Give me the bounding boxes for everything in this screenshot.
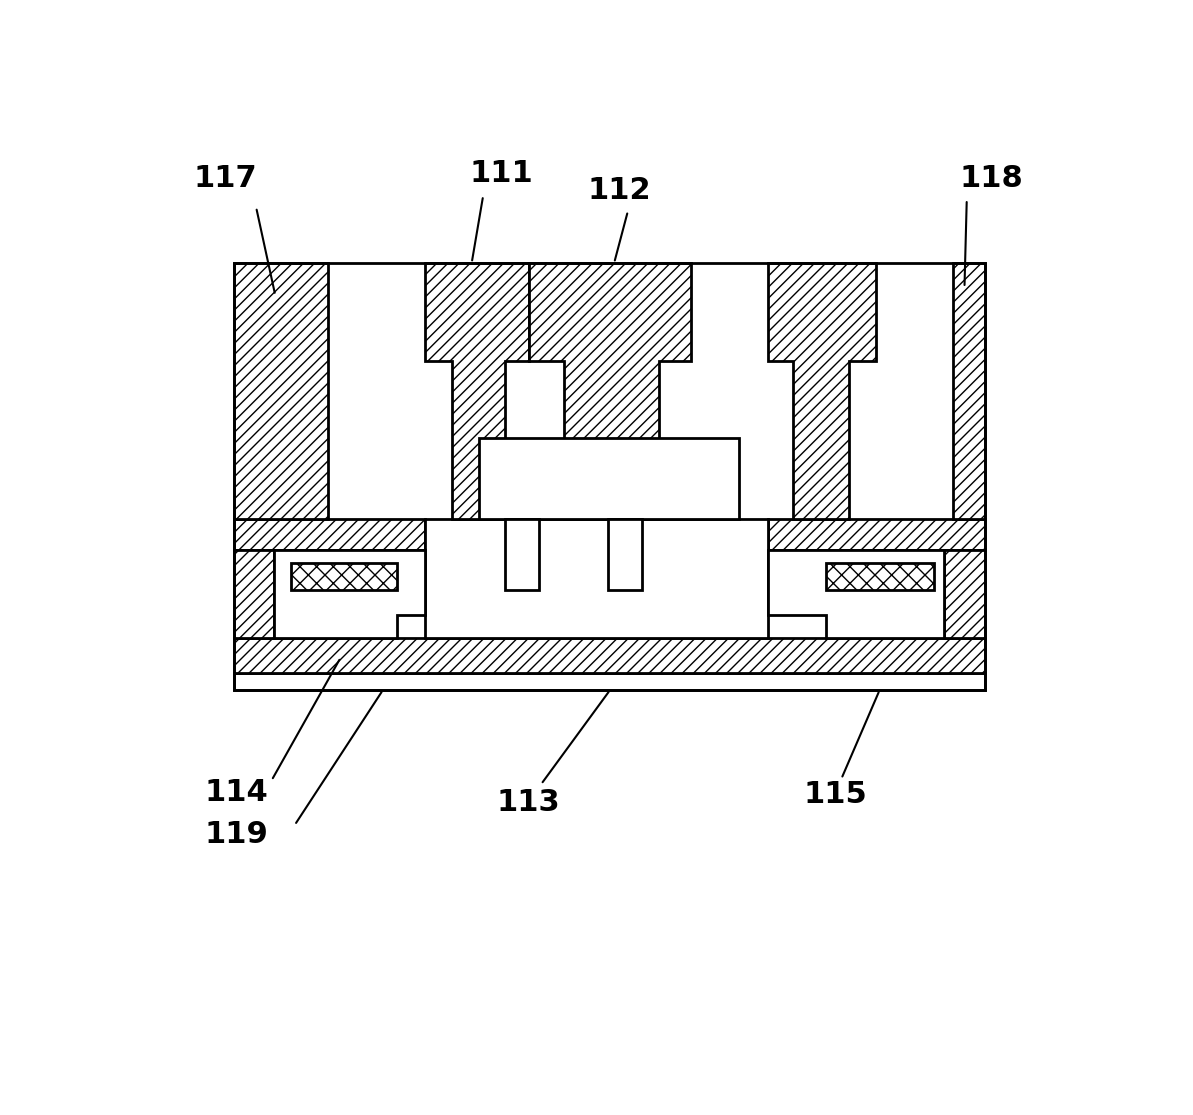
Text: 111: 111 xyxy=(469,159,533,188)
Polygon shape xyxy=(235,263,985,518)
Polygon shape xyxy=(608,518,642,591)
Polygon shape xyxy=(235,638,985,672)
Polygon shape xyxy=(768,550,944,638)
Polygon shape xyxy=(291,563,397,591)
Polygon shape xyxy=(235,672,985,690)
Polygon shape xyxy=(530,263,691,518)
Polygon shape xyxy=(953,263,985,518)
Polygon shape xyxy=(826,563,934,591)
Polygon shape xyxy=(235,518,426,550)
Text: 119: 119 xyxy=(205,820,268,849)
Text: 118: 118 xyxy=(959,164,1024,193)
Polygon shape xyxy=(505,518,539,591)
Text: 115: 115 xyxy=(804,780,867,809)
Polygon shape xyxy=(768,263,876,518)
Polygon shape xyxy=(426,518,768,638)
Polygon shape xyxy=(235,263,328,518)
Text: 114: 114 xyxy=(205,777,268,806)
Polygon shape xyxy=(235,550,273,638)
Text: 112: 112 xyxy=(588,176,651,205)
Polygon shape xyxy=(426,263,530,518)
Text: 117: 117 xyxy=(193,164,256,193)
Polygon shape xyxy=(944,550,985,638)
Polygon shape xyxy=(768,518,985,550)
Text: 113: 113 xyxy=(496,787,560,816)
Polygon shape xyxy=(480,438,738,518)
Polygon shape xyxy=(273,550,426,638)
